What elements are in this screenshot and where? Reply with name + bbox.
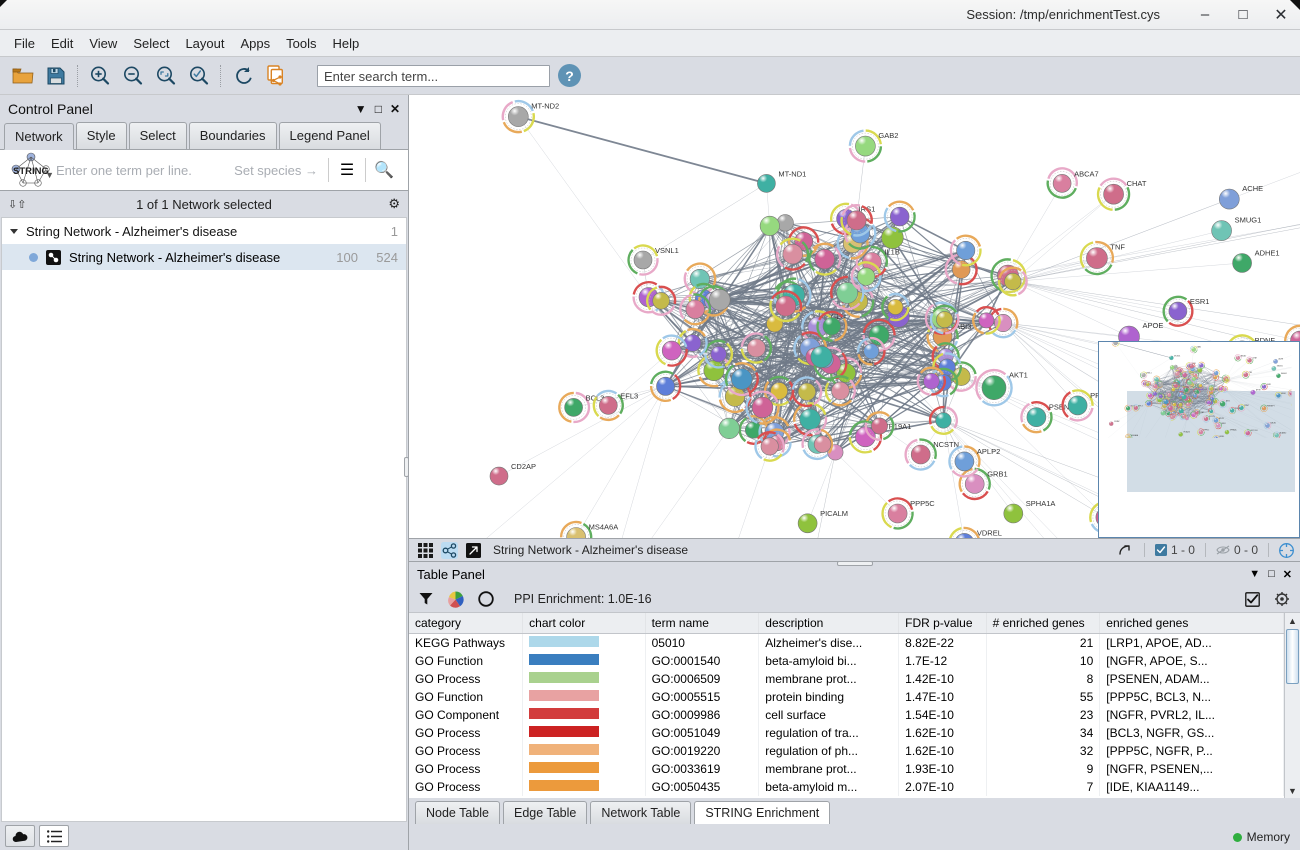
svg-text:APLP2: APLP2 [1219, 417, 1224, 420]
svg-text:NCSTN: NCSTN [933, 440, 959, 449]
svg-text:GAB2: GAB2 [1197, 346, 1202, 349]
svg-text:VSNL1: VSNL1 [1146, 373, 1151, 375]
svg-text:TNF: TNF [1110, 243, 1125, 252]
svg-text:EFL3: EFL3 [1139, 405, 1143, 407]
svg-text:GAB2: GAB2 [878, 131, 898, 140]
svg-text:ADHE1: ADHE1 [1281, 372, 1287, 375]
svg-text:TNF: TNF [1249, 372, 1252, 374]
svg-text:EFL3: EFL3 [620, 391, 638, 400]
svg-text:GRB1: GRB1 [1221, 423, 1226, 425]
svg-text:VDREL: VDREL [1219, 436, 1225, 438]
svg-text:BDNF: BDNF [1281, 393, 1286, 395]
svg-text:CHAT: CHAT [1252, 357, 1256, 360]
svg-text:MS4A6A: MS4A6A [589, 523, 619, 532]
svg-text:NOTCH1: NOTCH1 [1251, 430, 1258, 432]
svg-text:VSNL1: VSNL1 [655, 246, 679, 255]
svg-text:SPHA1A: SPHA1A [1230, 428, 1237, 431]
svg-text:MT-ND2: MT-ND2 [1119, 341, 1125, 342]
svg-text:PRNP: PRNP [1244, 405, 1250, 407]
svg-text:MT-ND2: MT-ND2 [531, 102, 559, 111]
svg-text:SMUG1: SMUG1 [1235, 216, 1262, 225]
svg-text:APOE: APOE [1256, 388, 1262, 391]
svg-text:AKT1: AKT1 [1009, 371, 1028, 380]
svg-text:PPP5C: PPP5C [1204, 429, 1210, 431]
svg-text:ABCA7: ABCA7 [1241, 354, 1247, 357]
svg-text:ADHE1: ADHE1 [1255, 249, 1280, 258]
svg-text:RACE1: RACE1 [1270, 422, 1276, 425]
svg-text:PPP5C: PPP5C [910, 499, 935, 508]
svg-text:GRB1: GRB1 [987, 470, 1007, 479]
svg-text:AKT1: AKT1 [1226, 400, 1230, 403]
svg-text:STRING: STRING [13, 166, 49, 177]
svg-text:APLP2: APLP2 [977, 447, 1000, 456]
svg-text:MT-ND1: MT-ND1 [778, 169, 806, 178]
svg-text:PICALM: PICALM [820, 509, 848, 518]
svg-text:SPHA1A: SPHA1A [1026, 499, 1056, 508]
svg-text:CD2AP: CD2AP [511, 462, 536, 471]
svg-text:APOE: APOE [1143, 321, 1164, 330]
svg-text:ABCA7: ABCA7 [1074, 169, 1099, 178]
svg-text:PSENEPT: PSENEPT [1267, 406, 1275, 408]
svg-text:PICALM: PICALM [1183, 431, 1190, 434]
svg-text:VDREL: VDREL [977, 528, 1002, 537]
svg-text:ESR1: ESR1 [1267, 384, 1271, 386]
svg-text:ACHE: ACHE [1278, 358, 1284, 361]
svg-text:MS4A6A: MS4A6A [1131, 434, 1138, 437]
svg-text:CD2AP: CD2AP [1114, 420, 1120, 423]
svg-text:ADAM10: ADAM10 [1280, 432, 1287, 435]
svg-text:SMUG1: SMUG1 [1277, 366, 1283, 368]
svg-text:CHAT: CHAT [1127, 179, 1147, 188]
svg-text:ESR1: ESR1 [1190, 297, 1210, 306]
svg-text:ACHE: ACHE [1242, 184, 1263, 193]
svg-text:MT-ND1: MT-ND1 [1174, 355, 1180, 357]
